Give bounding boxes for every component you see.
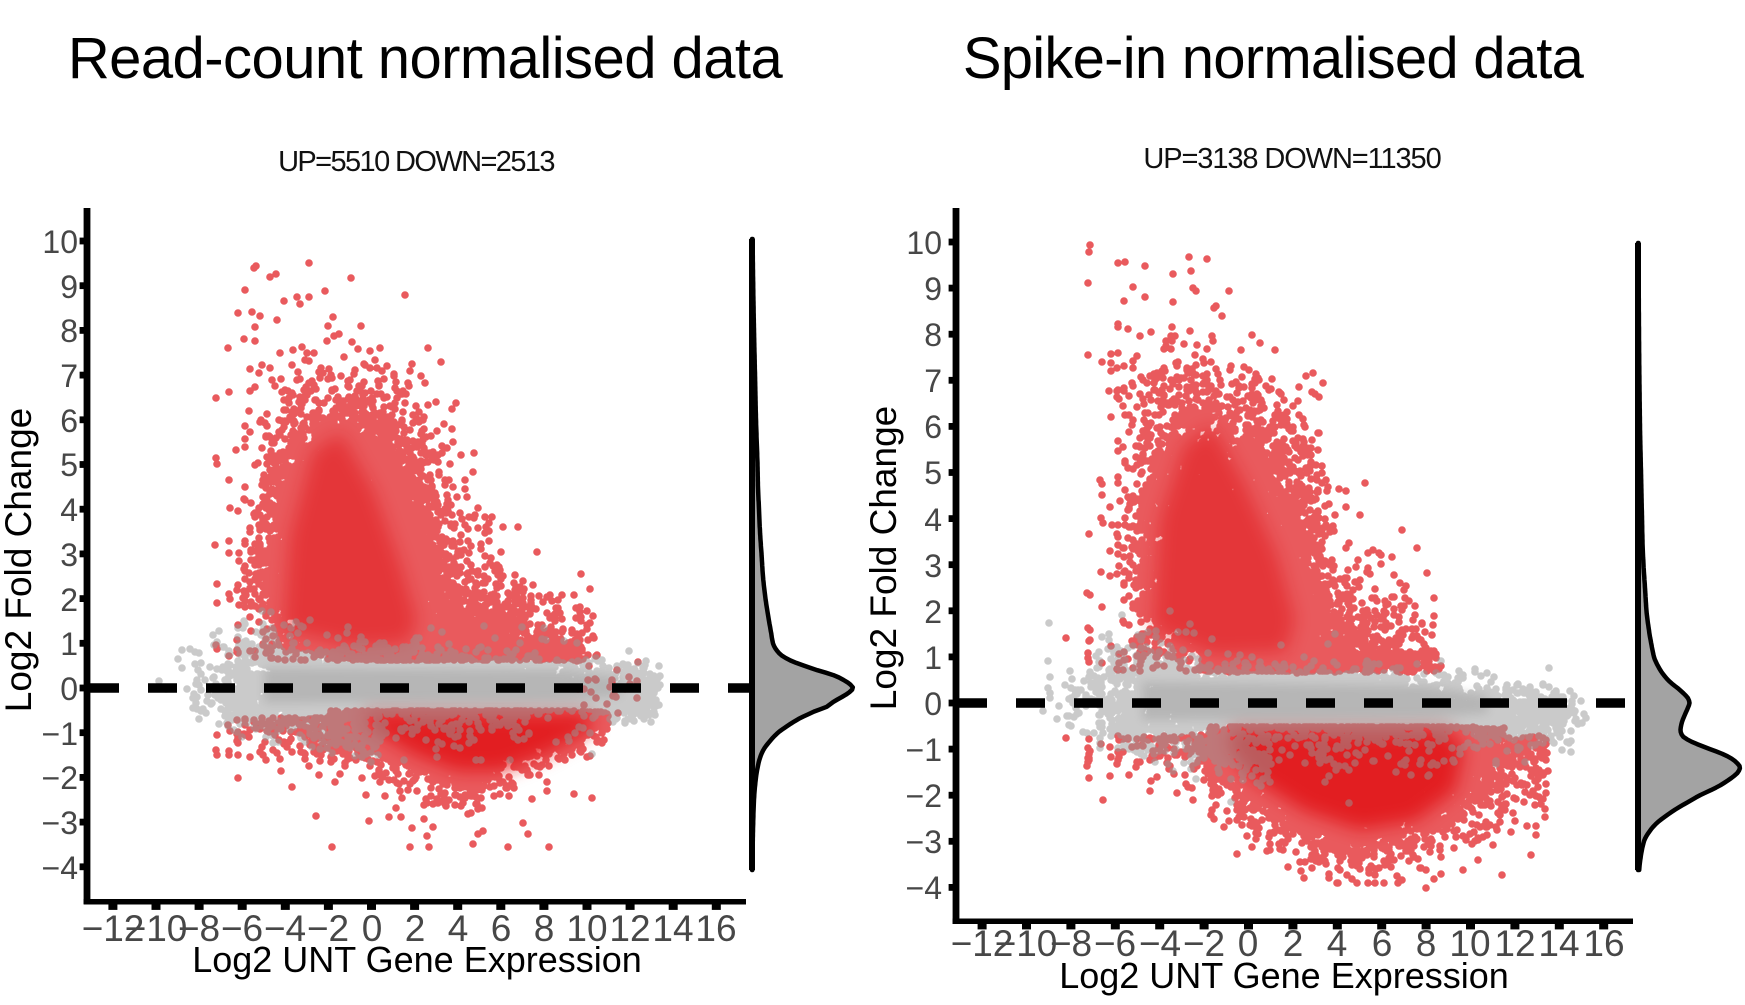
svg-text:8: 8 — [60, 313, 78, 349]
svg-text:8: 8 — [924, 317, 942, 353]
svg-text:6: 6 — [1372, 923, 1393, 964]
svg-text:1: 1 — [60, 626, 78, 662]
svg-text:−10: −10 — [995, 923, 1058, 964]
svg-text:14: 14 — [1538, 923, 1579, 964]
svg-text:10: 10 — [42, 224, 78, 260]
svg-text:−8: −8 — [178, 908, 220, 949]
svg-text:2: 2 — [1283, 923, 1304, 964]
svg-text:−1: −1 — [906, 732, 942, 768]
svg-text:−4: −4 — [264, 908, 306, 949]
svg-text:−2: −2 — [307, 908, 349, 949]
svg-text:14: 14 — [652, 908, 693, 949]
svg-text:10: 10 — [1449, 923, 1490, 964]
svg-text:4: 4 — [448, 908, 469, 949]
svg-text:10: 10 — [906, 225, 942, 261]
svg-text:7: 7 — [60, 358, 78, 394]
svg-text:4: 4 — [60, 492, 78, 528]
svg-text:7: 7 — [924, 363, 942, 399]
svg-text:Log2 Fold Change: Log2 Fold Change — [863, 406, 904, 710]
svg-text:Log2 Fold Change: Log2 Fold Change — [0, 408, 39, 712]
svg-text:9: 9 — [924, 271, 942, 307]
svg-text:9: 9 — [60, 269, 78, 305]
svg-text:−3: −3 — [906, 824, 942, 860]
svg-text:10: 10 — [566, 908, 607, 949]
svg-text:0: 0 — [60, 671, 78, 707]
svg-text:12: 12 — [609, 908, 650, 949]
svg-text:0: 0 — [362, 908, 383, 949]
svg-text:Read-count normalised data: Read-count normalised data — [68, 26, 784, 91]
svg-text:−2: −2 — [1183, 923, 1225, 964]
svg-text:−4: −4 — [906, 870, 942, 906]
svg-text:4: 4 — [1327, 923, 1348, 964]
svg-text:6: 6 — [60, 403, 78, 439]
svg-text:6: 6 — [491, 908, 512, 949]
svg-text:16: 16 — [1583, 923, 1624, 964]
svg-text:UP=3138 DOWN=11350: UP=3138 DOWN=11350 — [1143, 143, 1440, 175]
svg-text:5: 5 — [60, 447, 78, 483]
svg-text:2: 2 — [405, 908, 426, 949]
svg-text:1: 1 — [924, 640, 942, 676]
svg-text:−4: −4 — [42, 850, 78, 886]
svg-text:2: 2 — [924, 594, 942, 630]
svg-text:Spike-in normalised data: Spike-in normalised data — [963, 26, 1585, 91]
svg-text:−12: −12 — [951, 923, 1014, 964]
svg-text:Log2 UNT Gene Expression: Log2 UNT Gene Expression — [192, 939, 642, 980]
svg-text:−6: −6 — [1094, 923, 1136, 964]
svg-text:8: 8 — [534, 908, 555, 949]
svg-text:−2: −2 — [42, 760, 78, 796]
svg-text:8: 8 — [1416, 923, 1437, 964]
svg-text:5: 5 — [924, 455, 942, 491]
svg-text:−2: −2 — [906, 778, 942, 814]
svg-text:3: 3 — [60, 537, 78, 573]
svg-text:−1: −1 — [42, 716, 78, 752]
svg-text:3: 3 — [924, 548, 942, 584]
svg-text:0: 0 — [924, 686, 942, 722]
svg-text:−6: −6 — [221, 908, 263, 949]
svg-text:6: 6 — [924, 409, 942, 445]
svg-text:12: 12 — [1494, 923, 1535, 964]
svg-text:−10: −10 — [125, 908, 188, 949]
svg-text:−8: −8 — [1050, 923, 1092, 964]
svg-text:0: 0 — [1238, 923, 1259, 964]
svg-text:Log2 UNT Gene Expression: Log2 UNT Gene Expression — [1059, 955, 1509, 996]
svg-text:4: 4 — [924, 502, 942, 538]
svg-text:2: 2 — [60, 582, 78, 618]
svg-text:UP=5510 DOWN=2513: UP=5510 DOWN=2513 — [278, 146, 554, 178]
svg-text:−3: −3 — [42, 805, 78, 841]
svg-text:−12: −12 — [82, 908, 145, 949]
svg-text:16: 16 — [695, 908, 736, 949]
svg-text:−4: −4 — [1139, 923, 1181, 964]
